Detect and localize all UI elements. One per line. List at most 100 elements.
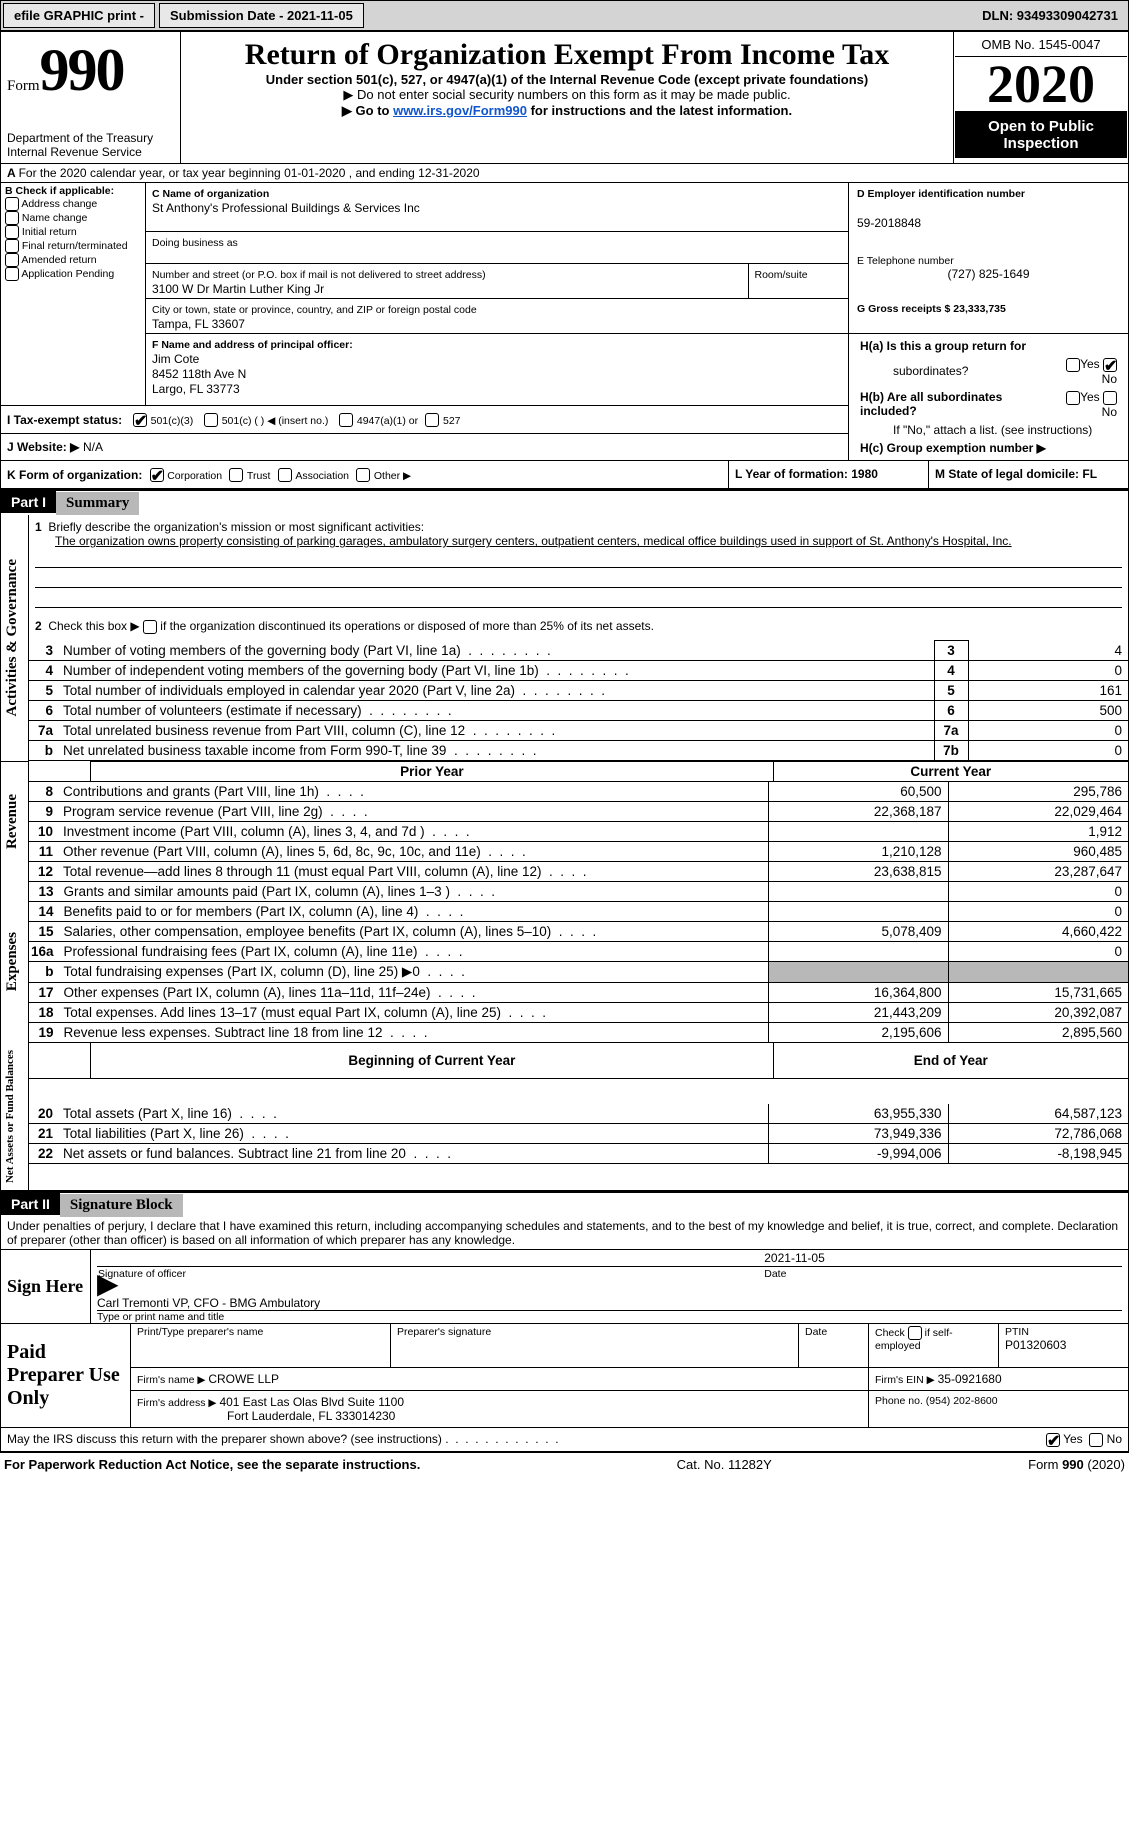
c-dba-label: Doing business as <box>152 237 238 249</box>
c-street-value: 3100 W Dr Martin Luther King Jr <box>152 282 324 296</box>
efile-print-button[interactable]: efile GRAPHIC print - <box>3 3 155 28</box>
line-label: Net assets or fund balances. Subtract li… <box>59 1144 768 1164</box>
k-trust-checkbox[interactable] <box>229 468 243 482</box>
line-label: Net unrelated business taxable income fr… <box>59 740 934 760</box>
box-b-option: Name change <box>5 211 141 225</box>
hb-label: H(b) Are all subordinates included? <box>860 390 1002 418</box>
side-netassets: Net Assets or Fund Balances <box>2 1044 18 1189</box>
prep-name-label: Print/Type preparer's name <box>131 1324 391 1368</box>
k-other-checkbox[interactable] <box>356 468 370 482</box>
k-label: K Form of organization: <box>7 468 142 482</box>
current-value: 1,912 <box>948 821 1128 841</box>
i-501c3-checkbox[interactable] <box>133 413 147 427</box>
box-b-checkbox[interactable] <box>5 225 19 239</box>
prior-value <box>768 821 948 841</box>
q2-checkbox[interactable] <box>143 620 157 634</box>
c-name-value: St Anthony's Professional Buildings & Se… <box>152 201 420 215</box>
box-b-checkbox[interactable] <box>5 239 19 253</box>
box-b-option: Amended return <box>5 253 141 267</box>
firm-name: CROWE LLP <box>208 1372 279 1386</box>
line-value: 500 <box>968 700 1128 720</box>
line-num: 20 <box>29 1104 59 1124</box>
prior-value: 21,443,209 <box>768 1002 948 1022</box>
line-num: 19 <box>29 1022 60 1042</box>
k-corp-checkbox[interactable] <box>150 468 164 482</box>
line-label: Program service revenue (Part VIII, line… <box>59 801 768 821</box>
current-value: 64,587,123 <box>948 1104 1128 1124</box>
line-label: Total liabilities (Part X, line 26) . . … <box>59 1124 768 1144</box>
line-label: Number of voting members of the governin… <box>59 641 934 661</box>
ha-no-checkbox[interactable] <box>1103 358 1117 372</box>
m-domicile: M State of legal domicile: FL <box>935 467 1097 481</box>
c-city-label: City or town, state or province, country… <box>152 304 477 316</box>
box-b-label: B Check if applicable: <box>5 185 141 197</box>
i-4947-checkbox[interactable] <box>339 413 353 427</box>
line-label: Number of independent voting members of … <box>59 660 934 680</box>
e-phone-value: (727) 825-1649 <box>857 267 1120 281</box>
tax-year: 2020 <box>955 57 1127 112</box>
form990-link[interactable]: www.irs.gov/Form990 <box>393 103 527 118</box>
current-value: 72,786,068 <box>948 1124 1128 1144</box>
hb-note: If "No," attach a list. (see instruction… <box>859 422 1118 438</box>
line-num: 4 <box>29 660 59 680</box>
hdr-current-year: Current Year <box>773 761 1129 781</box>
self-employed-checkbox[interactable] <box>908 1326 922 1340</box>
line-box: 7a <box>934 720 968 740</box>
sig-officer-label: Signature of officer <box>97 1266 763 1281</box>
form-number: 990 <box>40 37 124 103</box>
part2-title: Signature Block <box>60 1194 183 1217</box>
prior-value: 23,638,815 <box>768 861 948 881</box>
box-b-checkbox[interactable] <box>5 267 19 281</box>
line-num: 14 <box>29 901 60 921</box>
box-b-checkbox[interactable] <box>5 253 19 267</box>
line-num: 16a <box>29 941 60 961</box>
i-label: I Tax-exempt status: <box>7 413 122 427</box>
discuss-no-checkbox[interactable] <box>1089 1433 1103 1447</box>
line-label: Salaries, other compensation, employee b… <box>60 921 768 941</box>
hb-yes-checkbox[interactable] <box>1066 391 1080 405</box>
i-527-checkbox[interactable] <box>425 413 439 427</box>
line-label: Contributions and grants (Part VIII, lin… <box>59 782 768 802</box>
i-501c-checkbox[interactable] <box>204 413 218 427</box>
period-a: A For the 2020 calendar year, or tax yea… <box>0 164 1129 183</box>
ha-yes-checkbox[interactable] <box>1066 358 1080 372</box>
prior-value: 63,955,330 <box>768 1104 948 1124</box>
current-value: 23,287,647 <box>948 861 1128 881</box>
line-label: Other expenses (Part IX, column (A), lin… <box>60 982 768 1002</box>
prior-value: 2,195,606 <box>768 1022 948 1042</box>
current-value: 0 <box>948 901 1128 921</box>
line-value: 4 <box>968 641 1128 661</box>
box-b-checkbox[interactable] <box>5 211 19 225</box>
c-city-value: Tampa, FL 33607 <box>152 317 245 331</box>
side-expenses: Expenses <box>2 926 23 997</box>
line-label: Total number of individuals employed in … <box>59 680 934 700</box>
ha-label2: subordinates? <box>859 356 1053 387</box>
line-num: 13 <box>29 882 60 902</box>
d-ein-value: 59-2018848 <box>857 216 921 230</box>
irs-label: Internal Revenue Service <box>7 145 174 159</box>
part1-title: Summary <box>56 492 139 515</box>
line-num: 15 <box>29 921 60 941</box>
hb-no-checkbox[interactable] <box>1103 391 1117 405</box>
hdr-prior-year: Prior Year <box>91 761 773 781</box>
box-b-checkbox[interactable] <box>5 197 19 211</box>
prep-date-label: Date <box>799 1324 869 1368</box>
footer-catno: Cat. No. 11282Y <box>677 1457 772 1472</box>
f-officer-label: F Name and address of principal officer: <box>152 339 353 351</box>
self-employed-check: Check if self-employed <box>869 1324 999 1368</box>
line-label: Total revenue—add lines 8 through 11 (mu… <box>59 861 768 881</box>
paid-preparer-label: Paid Preparer Use Only <box>1 1324 131 1428</box>
line-label: Other revenue (Part VIII, column (A), li… <box>59 841 768 861</box>
current-value: 960,485 <box>948 841 1128 861</box>
line-value: 0 <box>968 740 1128 760</box>
current-value: 0 <box>948 941 1128 961</box>
prior-value: 5,078,409 <box>768 921 948 941</box>
k-assoc-checkbox[interactable] <box>278 468 292 482</box>
line-box: 3 <box>934 641 968 661</box>
current-shaded <box>948 961 1128 982</box>
discuss-yes-checkbox[interactable] <box>1046 1433 1060 1447</box>
firm-addr1: 401 East Las Olas Blvd Suite 1100 <box>219 1395 404 1409</box>
current-value: 2,895,560 <box>948 1022 1128 1042</box>
line-num: 12 <box>29 861 59 881</box>
current-value: 15,731,665 <box>948 982 1128 1002</box>
